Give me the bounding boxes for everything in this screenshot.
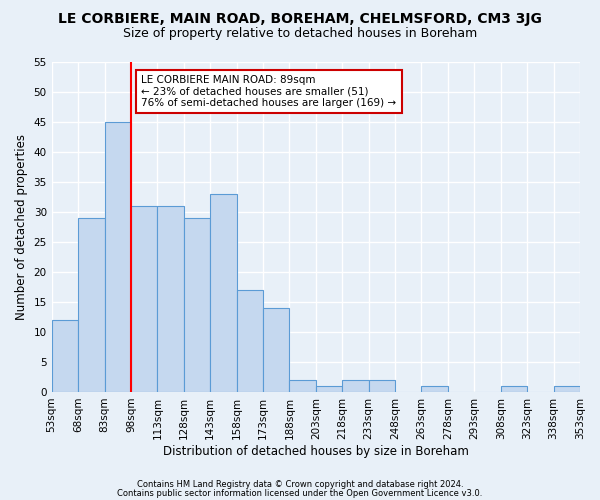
- Bar: [342, 380, 368, 392]
- Bar: [104, 122, 131, 392]
- Bar: [184, 218, 210, 392]
- Text: Contains HM Land Registry data © Crown copyright and database right 2024.: Contains HM Land Registry data © Crown c…: [137, 480, 463, 489]
- Text: LE CORBIERE, MAIN ROAD, BOREHAM, CHELMSFORD, CM3 3JG: LE CORBIERE, MAIN ROAD, BOREHAM, CHELMSF…: [58, 12, 542, 26]
- Bar: [421, 386, 448, 392]
- Bar: [316, 386, 342, 392]
- Bar: [368, 380, 395, 392]
- Bar: [554, 386, 580, 392]
- Y-axis label: Number of detached properties: Number of detached properties: [15, 134, 28, 320]
- Text: LE CORBIERE MAIN ROAD: 89sqm
← 23% of detached houses are smaller (51)
76% of se: LE CORBIERE MAIN ROAD: 89sqm ← 23% of de…: [142, 74, 397, 108]
- Bar: [52, 320, 78, 392]
- Text: Contains public sector information licensed under the Open Government Licence v3: Contains public sector information licen…: [118, 488, 482, 498]
- Bar: [210, 194, 236, 392]
- Bar: [263, 308, 289, 392]
- Bar: [289, 380, 316, 392]
- Text: Size of property relative to detached houses in Boreham: Size of property relative to detached ho…: [123, 28, 477, 40]
- X-axis label: Distribution of detached houses by size in Boreham: Distribution of detached houses by size …: [163, 444, 469, 458]
- Bar: [157, 206, 184, 392]
- Bar: [131, 206, 157, 392]
- Bar: [78, 218, 104, 392]
- Bar: [501, 386, 527, 392]
- Bar: [236, 290, 263, 392]
